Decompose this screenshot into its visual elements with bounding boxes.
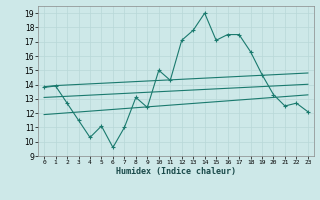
X-axis label: Humidex (Indice chaleur): Humidex (Indice chaleur) [116, 167, 236, 176]
